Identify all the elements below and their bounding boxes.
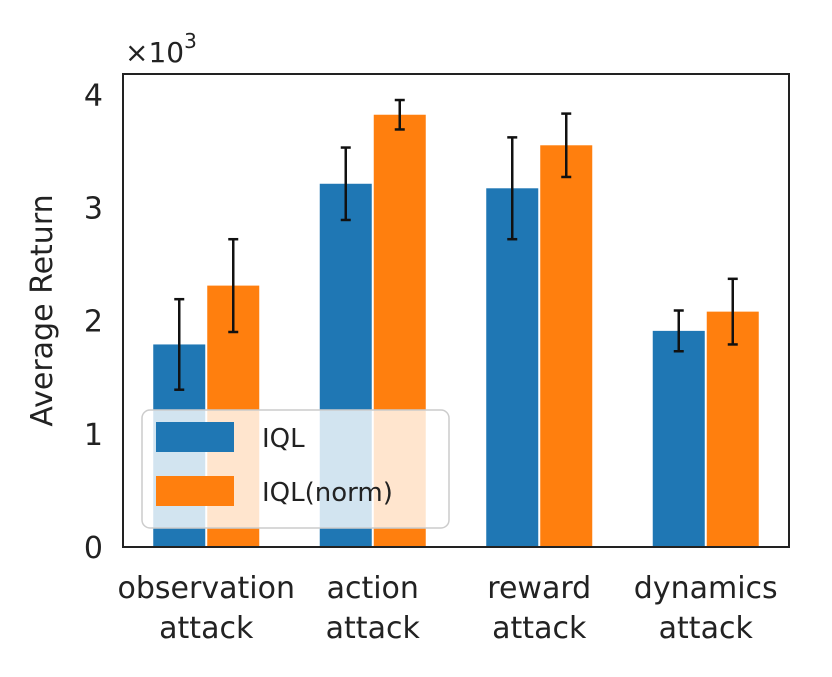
error-bar-iql-norm--3 [727,277,738,346]
error-bar-iql-2 [507,136,518,241]
bars-layer [153,114,759,547]
bar-iql-3 [652,330,705,547]
error-bar-iql-norm--1 [394,98,405,131]
error-bars-layer [174,98,738,391]
plot-frame [122,73,790,548]
legend: IQL IQL(norm) [141,409,450,529]
y-tick-label: 4 [84,78,103,113]
error-bar-iql-1 [340,146,351,222]
bar-iql-2 [486,188,539,547]
legend-label: IQL(norm) [262,478,393,508]
x-tick-label: dynamics attack [634,571,778,646]
multiplier-exponent: 3 [184,29,197,53]
bar-iql-norm--3 [706,311,759,547]
error-bar-iql-norm--2 [561,112,572,179]
bar-iql-norm--2 [540,145,593,547]
x-tick-label: reward attack [487,571,591,646]
y-tick-label: 1 [84,418,103,453]
y-tick-label: 2 [84,305,103,340]
x-tick-label: observation attack [118,571,295,646]
legend-label: IQL [262,424,305,454]
multiplier-base: ×10 [125,36,184,69]
x-tick-labels: observation attack action attack reward attac… [118,571,778,646]
y-axis-multiplier: ×103 [125,29,197,69]
y-tick-label: 0 [84,531,103,566]
x-tick-label: action attack [326,571,421,646]
error-bar-iql-3 [673,309,684,353]
y-tick-label: 3 [84,192,103,227]
error-bar-iql-norm--0 [228,237,239,334]
y-axis-label: Average Return [25,194,60,426]
legend-swatch [156,476,234,506]
y-tick-labels: 0 1 2 3 4 [84,78,103,566]
error-bar-iql-0 [174,297,185,391]
legend-swatch [156,422,234,452]
